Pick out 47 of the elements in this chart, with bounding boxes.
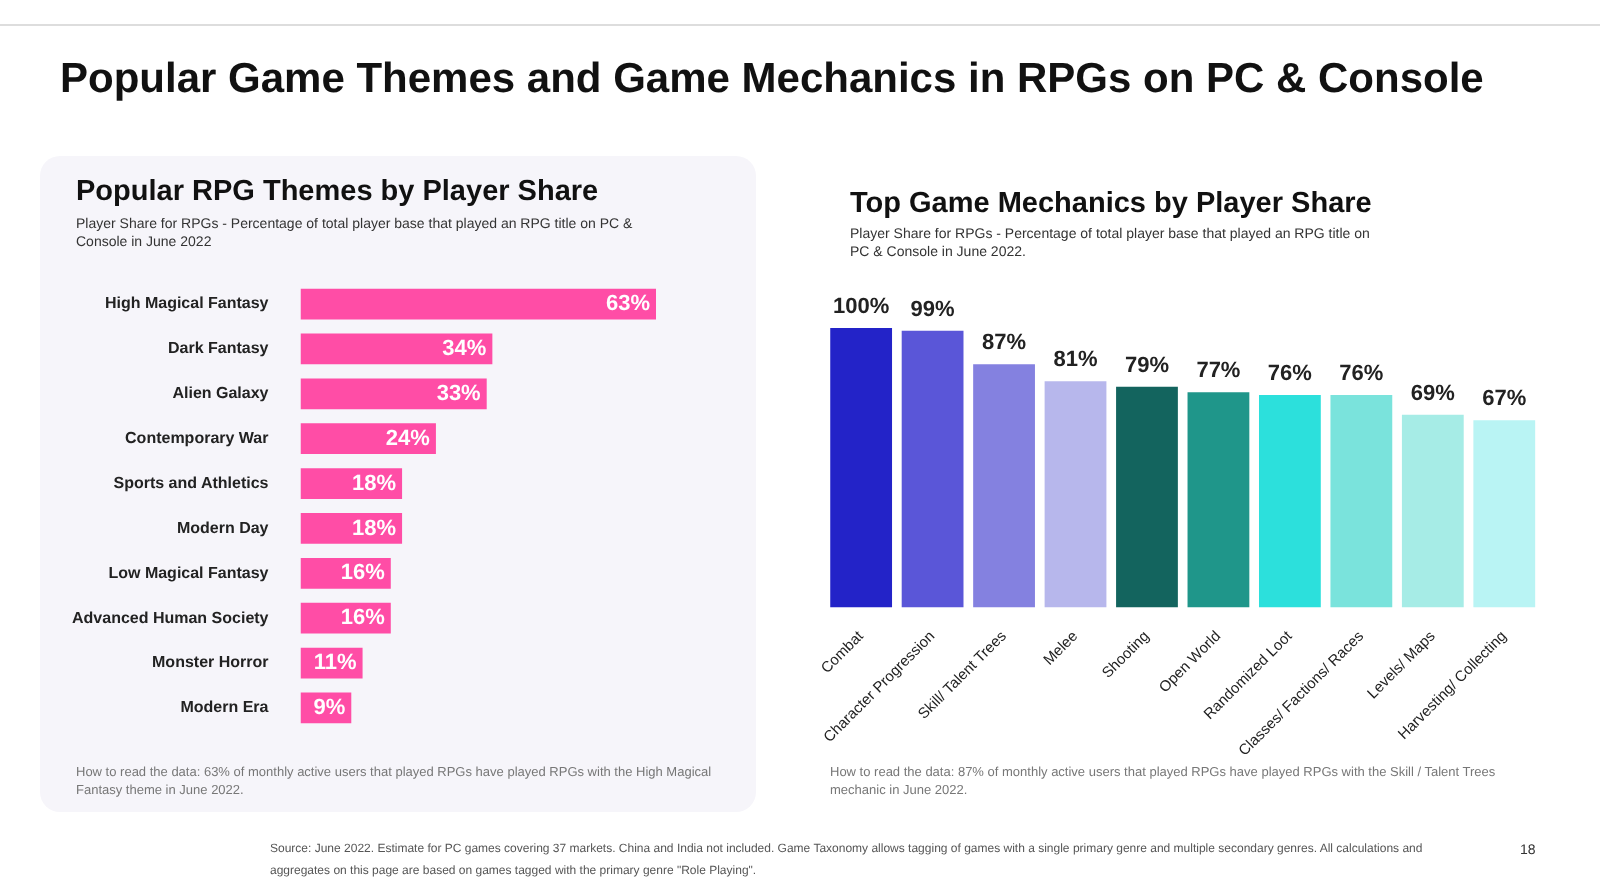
data-label: 9% bbox=[313, 696, 346, 721]
bar bbox=[1473, 420, 1536, 608]
bar bbox=[300, 423, 436, 455]
data-label: 33% bbox=[436, 381, 482, 406]
y-tick-label: High Magical Fantasy bbox=[104, 294, 270, 313]
data-label: 79% bbox=[1124, 353, 1170, 378]
bar bbox=[300, 333, 493, 365]
bar bbox=[830, 328, 893, 608]
bar bbox=[1330, 395, 1393, 608]
data-label: 18% bbox=[352, 471, 397, 496]
data-label: 16% bbox=[340, 606, 386, 631]
text: Popular Game Themes and Game Mechanics in RPGs on PC & Console bbox=[60, 56, 1486, 104]
bar bbox=[1116, 386, 1178, 608]
data-label: 100% bbox=[833, 295, 890, 320]
data-label: 76% bbox=[1267, 362, 1313, 387]
bar bbox=[300, 288, 656, 320]
data-label: 34% bbox=[442, 336, 487, 361]
y-tick-label: Alien Galaxy bbox=[172, 384, 270, 403]
data-label: 81% bbox=[1053, 348, 1098, 373]
bar bbox=[1187, 392, 1250, 608]
y-tick-label: Dark Fantasy bbox=[168, 339, 270, 358]
chart-title: Top Game Mechanics by Player Share bbox=[850, 188, 1372, 220]
bar bbox=[973, 364, 1035, 608]
y-tick-label: Modern Day bbox=[176, 518, 270, 537]
y-tick-label: Modern Era bbox=[180, 698, 270, 717]
data-label: 18% bbox=[352, 516, 397, 541]
data-label: 69% bbox=[1410, 381, 1456, 406]
bar bbox=[300, 378, 487, 410]
data-label: 76% bbox=[1339, 362, 1384, 387]
bar bbox=[1401, 414, 1464, 608]
data-label: 87% bbox=[982, 331, 1027, 356]
data-label: 77% bbox=[1196, 359, 1241, 384]
y-tick-label: Contemporary War bbox=[125, 429, 269, 448]
data-label: 67% bbox=[1482, 387, 1527, 412]
y-tick-label: Advanced Human Society bbox=[72, 608, 270, 627]
bar bbox=[1044, 381, 1107, 608]
y-tick-label: Monster Horror bbox=[152, 653, 269, 672]
data-label: 16% bbox=[340, 561, 386, 586]
data-label: 11% bbox=[313, 651, 357, 676]
data-label: 63% bbox=[605, 292, 651, 317]
y-tick-label: Low Magical Fantasy bbox=[108, 563, 270, 582]
y-tick-label: Sports and Athletics bbox=[113, 473, 270, 492]
chart-title: Popular RPG Themes by Player Share bbox=[76, 176, 599, 208]
data-label: 99% bbox=[910, 297, 956, 322]
bar bbox=[1258, 395, 1321, 608]
bar bbox=[901, 330, 964, 608]
data-label: 24% bbox=[385, 426, 431, 451]
